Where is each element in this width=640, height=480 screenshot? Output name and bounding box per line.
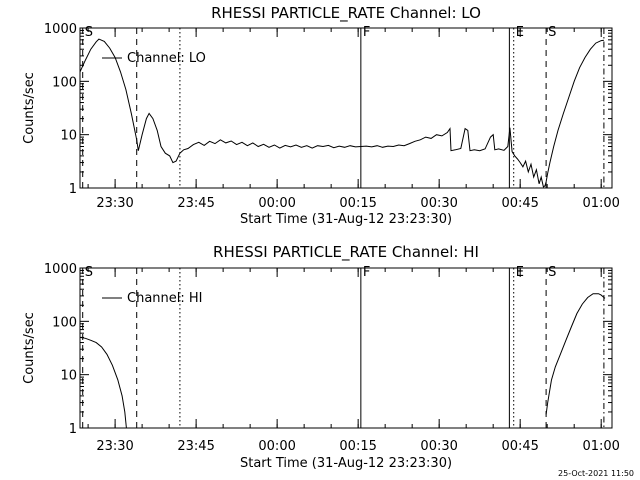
chart-panel-hi: RHESSI PARTICLE_RATE Channel: HI 1 10 100 10… [22,243,620,471]
event-marker-label: S [85,265,93,280]
series-line [79,38,604,188]
y-tick-label: 1 [69,182,77,197]
y-tick-label: 100 [52,75,77,90]
plot-frame [79,267,613,429]
x-tick-label: 23:45 [177,196,214,211]
x-tick-label: 00:15 [339,439,376,454]
x-tick-label: 00:45 [501,439,538,454]
chart-title: RHESSI PARTICLE_RATE Channel: LO [211,4,481,23]
x-tick-label: 23:30 [96,439,133,454]
x-tick-label: 00:45 [501,196,538,211]
x-tick-label: 00:00 [258,439,295,454]
plot-frame [79,27,613,189]
y-tick-label: 1000 [44,22,77,37]
generation-timestamp: 25-Oct-2021 11:50 [558,469,634,478]
y-axis-label: Counts/sec [22,312,37,384]
event-marker-label: F [363,25,370,40]
x-tick-label: 00:30 [420,439,457,454]
event-marker-label: S [548,265,556,280]
x-tick-label: 01:00 [582,439,619,454]
x-tick-label: 23:45 [177,439,214,454]
y-tick-label: 1000 [44,262,77,277]
x-tick-label: 00:00 [258,196,295,211]
event-marker-label: E [516,265,524,280]
event-marker-label: S [85,25,93,40]
x-tick-label: 00:30 [420,196,457,211]
y-tick-label: 1 [69,422,77,437]
chart-title: RHESSI PARTICLE_RATE Channel: HI [213,243,479,262]
x-tick-label: 00:15 [339,196,376,211]
series-line [79,336,127,429]
x-tick-label: 01:00 [582,196,619,211]
chart-panel-lo: RHESSI PARTICLE_RATE Channel: LO 1 10 100 10… [22,4,620,227]
series-line [545,293,606,415]
event-marker-label: S [548,25,556,40]
y-axis-label: Counts/sec [22,72,37,144]
x-axis-label: Start Time (31-Aug-12 23:23:30) [240,456,452,471]
event-marker-label: E [516,25,524,40]
x-axis-label: Start Time (31-Aug-12 23:23:30) [240,212,452,227]
event-marker-label: F [363,265,370,280]
y-tick-label: 10 [60,129,77,144]
x-tick-label: 23:30 [96,196,133,211]
legend-label: Channel: LO [127,51,206,66]
legend-label: Channel: HI [127,291,203,306]
y-tick-label: 10 [60,369,77,384]
y-tick-label: 100 [52,315,77,330]
